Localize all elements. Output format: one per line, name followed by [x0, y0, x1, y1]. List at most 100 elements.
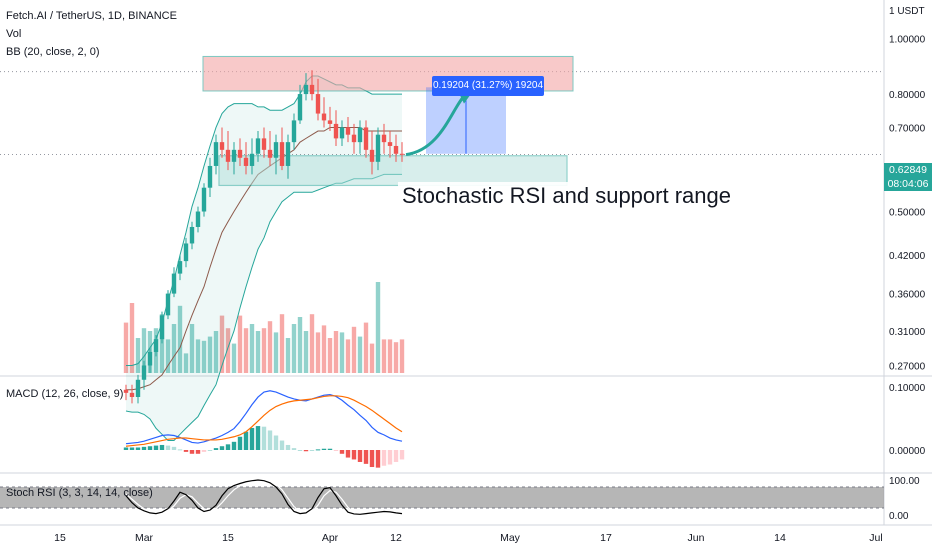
volume-bar [321, 325, 327, 373]
candle-body [339, 127, 345, 139]
volume-bar [339, 332, 345, 373]
candle-body [243, 157, 249, 166]
candle-body [285, 142, 291, 166]
volume-bar [243, 328, 249, 373]
volume-bar [333, 331, 339, 373]
stoch-rsi-band [0, 487, 884, 508]
candle-body [399, 153, 405, 155]
volume-bar [327, 338, 333, 373]
stoch-k-line [125, 479, 403, 515]
volume-bar [261, 328, 267, 373]
volume-bar [399, 339, 405, 373]
candle-body [231, 149, 237, 162]
volume-bar [279, 314, 285, 373]
measure-label: 0.19204 (31.27%) 19204 [432, 76, 544, 96]
macd-histogram-bar [291, 448, 297, 450]
y-tick-label: 0.36000 [889, 290, 926, 301]
candle-body [291, 120, 297, 143]
candle-body [363, 127, 369, 150]
volume-bar [225, 328, 231, 373]
volume-bar [387, 339, 393, 373]
y-tick-label: 0.70000 [889, 123, 926, 134]
macd-histogram-bar [351, 450, 357, 460]
x-tick-label: 14 [774, 532, 786, 544]
volume-bar [315, 332, 321, 373]
candle-body [309, 84, 315, 95]
candle-body [393, 145, 399, 154]
macd-histogram-bar [357, 450, 363, 462]
candle-body [303, 84, 309, 95]
countdown-tag: 08:04:06 [884, 177, 932, 191]
candle-body [165, 293, 171, 316]
macd-histogram-bar [315, 449, 321, 451]
candle-body [267, 149, 273, 158]
macd-histogram-bar [219, 446, 225, 450]
volume-bar [123, 322, 129, 373]
macd-histogram-bar [273, 435, 279, 450]
volume-bar [171, 324, 177, 373]
candle-body [369, 149, 375, 162]
volume-bar [285, 338, 291, 373]
candle-body [279, 142, 285, 166]
support-range-box [218, 155, 568, 187]
macd-histogram-bar [333, 450, 339, 451]
macd-histogram-bar [225, 444, 231, 450]
candle-body [273, 142, 279, 158]
y-tick-label: 1.00000 [889, 34, 926, 45]
macd-histogram-bar [123, 447, 129, 450]
macd-histogram-bar [231, 441, 237, 450]
candle-body [327, 120, 333, 124]
macd-histogram-bar [249, 427, 255, 450]
candle-body [171, 273, 177, 294]
macd-histogram-bar [339, 450, 345, 454]
volume-bar [141, 328, 147, 373]
macd-histogram-bar [177, 449, 183, 451]
volume-bar [357, 336, 363, 373]
macd-histogram-bar [381, 450, 387, 466]
macd-histogram-bar [195, 450, 201, 454]
macd-histogram-bar [255, 426, 261, 450]
volume-bar [381, 339, 387, 373]
volume-bar [273, 332, 279, 373]
candle-body [225, 149, 231, 162]
macd-histogram-bar [201, 450, 207, 452]
candle-body [255, 138, 261, 154]
candle-body [153, 339, 159, 352]
macd-histogram-bar [303, 450, 309, 452]
volume-bar [237, 315, 243, 373]
last-price-tag: 0.62849 [884, 163, 932, 177]
x-tick-label: 12 [390, 532, 402, 544]
candle-body [207, 165, 213, 188]
y-tick-label: 0.80000 [889, 90, 926, 101]
x-tick-label: 15 [222, 532, 234, 544]
macd-histogram-bar [183, 450, 189, 452]
volume-bar [195, 339, 201, 373]
volume-bar [159, 314, 165, 373]
candle-body [315, 94, 321, 114]
candle-body [387, 142, 393, 146]
volume-bar [375, 282, 381, 373]
volume-bar [303, 331, 309, 373]
macd-histogram-bar [141, 446, 147, 450]
volume-bar [201, 340, 207, 373]
candle-body [129, 392, 135, 398]
candle-body [357, 127, 363, 143]
x-tick-label: 15 [54, 532, 66, 544]
volume-bar [207, 336, 213, 373]
macd-histogram-bar [189, 450, 195, 454]
macd-histogram-bar [369, 450, 375, 468]
macd-histogram-bar [267, 430, 273, 450]
volume-bar [297, 317, 303, 373]
volume-bar [135, 338, 141, 373]
macd-histogram-bar [285, 444, 291, 450]
macd-histogram-bar [261, 426, 267, 450]
candle-body [183, 243, 189, 262]
macd-histogram-bar [279, 440, 285, 450]
volume-bar [351, 326, 357, 373]
y-tick-label: 0.31000 [889, 327, 926, 338]
macd-histogram-bar [165, 445, 171, 450]
volume-bar [249, 324, 255, 373]
candle-body [249, 153, 255, 166]
x-tick-label: 17 [600, 532, 612, 544]
macd-histogram-bar [309, 450, 315, 451]
